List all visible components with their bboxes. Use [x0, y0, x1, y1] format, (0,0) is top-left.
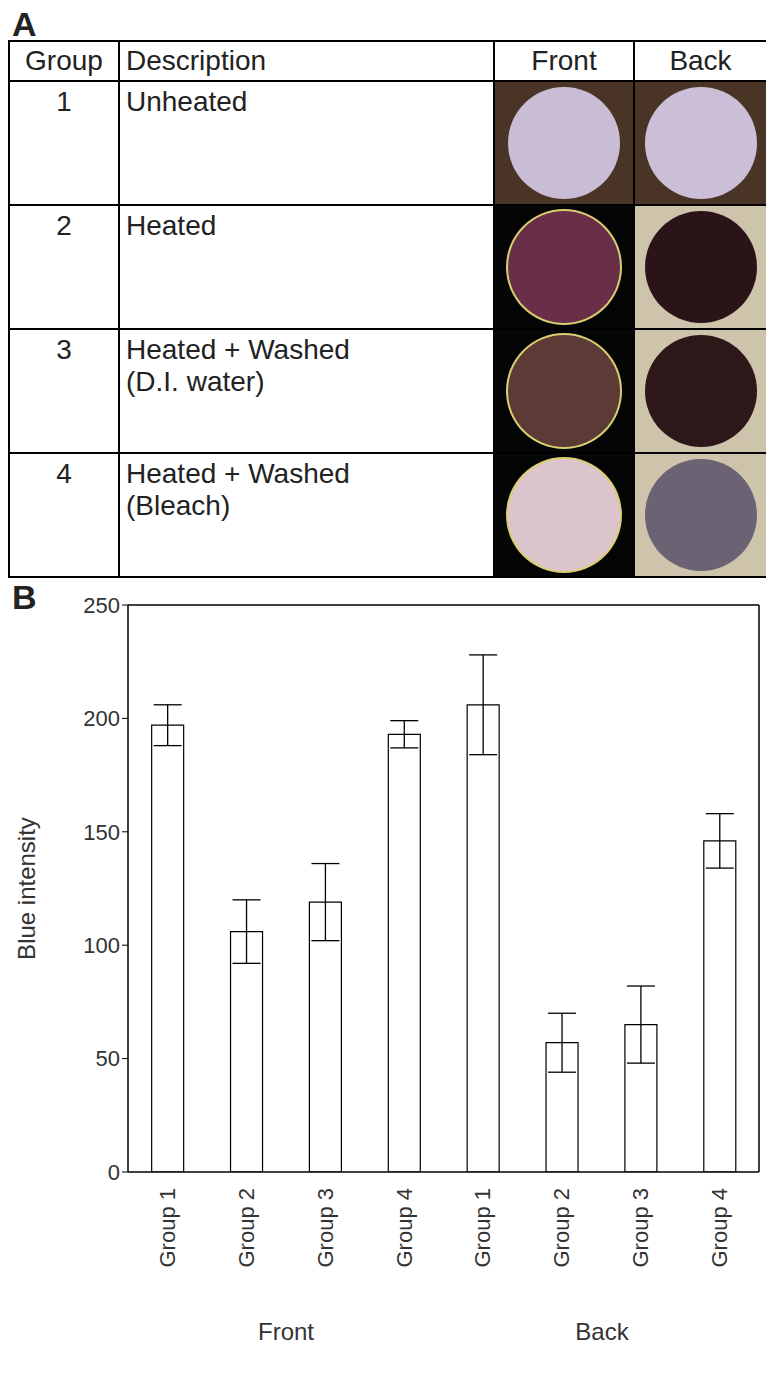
- svg-text:Group 4: Group 4: [707, 1188, 732, 1268]
- html-text:4: 4: [56, 458, 72, 489]
- html-text:3: 3: [56, 334, 72, 365]
- svg-text:Group 1: Group 1: [470, 1188, 495, 1268]
- html-text:Heated: Heated: [126, 210, 217, 241]
- html-text:Heated + Washed (D.I. water): Heated + Washed (D.I. water): [126, 334, 350, 397]
- svg-text:250: 250: [83, 593, 120, 618]
- svg-text:Group 4: Group 4: [392, 1188, 417, 1268]
- svg-text:Group 2: Group 2: [234, 1188, 259, 1268]
- svg-text:150: 150: [83, 820, 120, 845]
- html-text:Group: Group: [25, 45, 103, 76]
- svg-text:Group 2: Group 2: [549, 1188, 574, 1268]
- html-text:Front: Front: [531, 45, 597, 76]
- svg-text:0: 0: [108, 1160, 120, 1185]
- html-text:Back: Back: [669, 45, 732, 76]
- svg-text:Group 3: Group 3: [628, 1188, 653, 1268]
- html-text:A: A: [12, 5, 37, 43]
- svg-text:Group 1: Group 1: [155, 1188, 180, 1268]
- svg-text:Group 3: Group 3: [313, 1188, 338, 1268]
- html-text:Front: Front: [258, 1318, 314, 1345]
- html-text:Back: Back: [575, 1318, 629, 1345]
- html-text:1: 1: [56, 86, 72, 117]
- html-text:B: B: [12, 578, 37, 616]
- svg-text:100: 100: [83, 933, 120, 958]
- html-text:Unheated: Unheated: [126, 86, 248, 117]
- html-text:Description: Description: [126, 45, 267, 76]
- svg-text:Blue intensity: Blue intensity: [13, 817, 40, 960]
- html-text:Heated + Washed (Bleach): Heated + Washed (Bleach): [126, 458, 350, 521]
- svg-text:200: 200: [83, 706, 120, 731]
- svg-text:50: 50: [96, 1046, 120, 1071]
- html-text:2: 2: [56, 210, 72, 241]
